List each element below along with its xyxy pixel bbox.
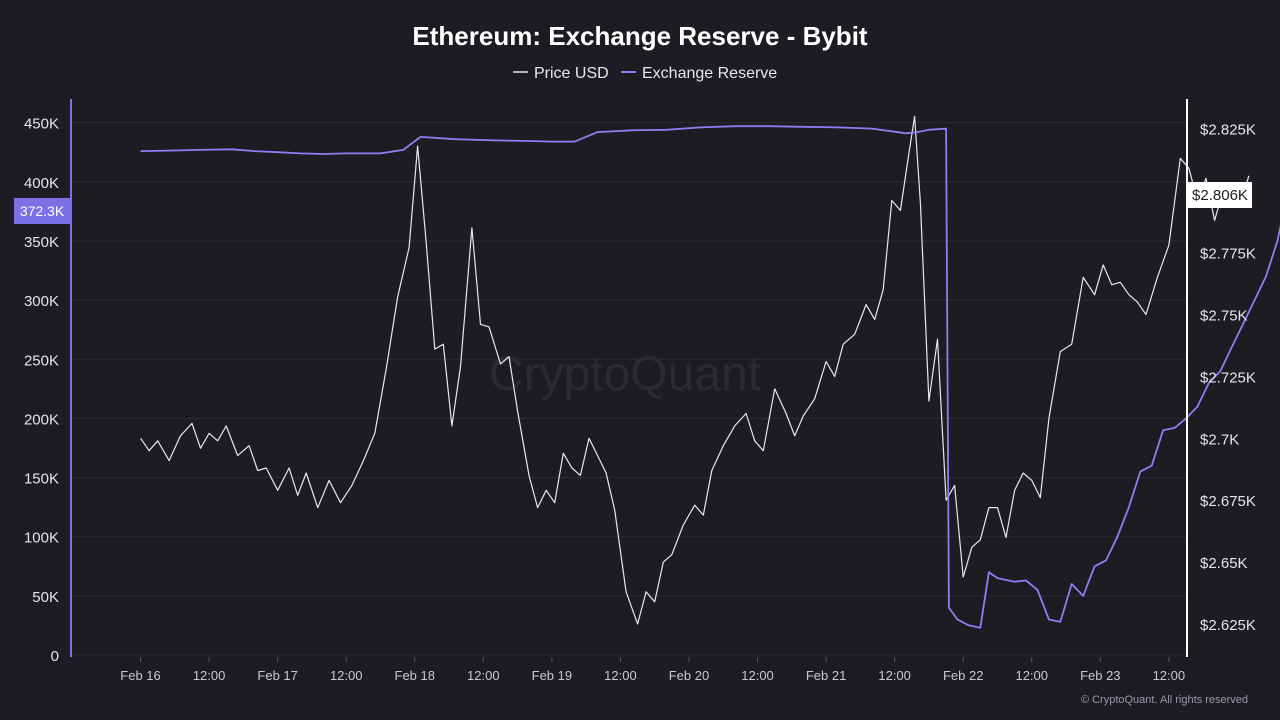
y-left-tick-label: 350K bbox=[24, 234, 59, 251]
y-right-tick-label: $2.65K bbox=[1200, 555, 1248, 572]
legend[interactable]: Price USD Exchange Reserve bbox=[513, 65, 777, 82]
y-left-tick-label: 300K bbox=[24, 293, 59, 310]
x-tick-label: Feb 16 bbox=[120, 668, 160, 683]
x-tick-label: Feb 20 bbox=[669, 668, 709, 683]
y-left-tick-label: 50K bbox=[32, 589, 59, 606]
watermark: CryptoQuant bbox=[489, 348, 761, 401]
x-tick-label: Feb 19 bbox=[532, 668, 572, 683]
x-tick-label: Feb 22 bbox=[943, 668, 983, 683]
legend-price-label[interactable]: Price USD bbox=[534, 65, 609, 82]
x-tick-label: 12:00 bbox=[1153, 668, 1186, 683]
y-left-axis: 0 50K 100K 150K 200K 250K 300K 350K 400K 450K bbox=[24, 116, 59, 665]
price-badge-bg bbox=[1188, 182, 1252, 208]
y-right-tick-label: $2.725K bbox=[1200, 369, 1256, 386]
series-layer bbox=[140, 115, 1280, 629]
price-usd-series-line bbox=[140, 115, 1250, 625]
price-badge-label: $2.806K bbox=[1192, 187, 1248, 204]
y-left-tick-label: 250K bbox=[24, 352, 59, 369]
y-left-tick-label: 100K bbox=[24, 530, 59, 547]
x-tick-label: 12:00 bbox=[1015, 668, 1048, 683]
x-axis: Feb 16 12:00 Feb 17 12:00 Feb 18 12:00 Feb 19 1… bbox=[120, 657, 1185, 683]
x-tick-label: Feb 18 bbox=[395, 668, 435, 683]
x-tick-label: 12:00 bbox=[330, 668, 363, 683]
copyright-notice: © CryptoQuant. All rights reserved bbox=[1081, 694, 1248, 706]
price-current-badge: $2.806K bbox=[1188, 182, 1252, 208]
reserve-badge-bg bbox=[14, 198, 70, 224]
x-tick-label: 12:00 bbox=[741, 668, 774, 683]
x-tick-label: 12:00 bbox=[878, 668, 911, 683]
x-tick-label: Feb 17 bbox=[257, 668, 297, 683]
x-tick-label: 12:00 bbox=[193, 668, 226, 683]
y-left-tick-label: 400K bbox=[24, 175, 59, 192]
reserve-current-badge: 372.3K bbox=[14, 198, 70, 224]
y-right-tick-label: $2.775K bbox=[1200, 246, 1256, 263]
x-tick-label: Feb 23 bbox=[1080, 668, 1120, 683]
exchange-reserve-series-line bbox=[140, 125, 1280, 629]
reserve-badge-label: 372.3K bbox=[20, 203, 65, 219]
chart-title: Ethereum: Exchange Reserve - Bybit bbox=[412, 21, 867, 51]
grid-lines bbox=[72, 122, 1186, 656]
legend-reserve-label[interactable]: Exchange Reserve bbox=[642, 65, 777, 82]
y-right-tick-label: $2.625K bbox=[1200, 617, 1256, 634]
x-tick-label: 12:00 bbox=[467, 668, 500, 683]
y-left-tick-label: 450K bbox=[24, 116, 59, 133]
y-left-tick-label: 150K bbox=[24, 471, 59, 488]
x-tick-label: 12:00 bbox=[604, 668, 637, 683]
y-left-tick-label: 200K bbox=[24, 411, 59, 428]
y-right-axis: $2.625K $2.65K $2.675K $2.7K $2.725K $2.75K $2… bbox=[1200, 122, 1256, 634]
x-tick-label: Feb 21 bbox=[806, 668, 846, 683]
y-right-tick-label: $2.675K bbox=[1200, 493, 1256, 510]
y-right-tick-label: $2.75K bbox=[1200, 307, 1248, 324]
y-right-tick-label: $2.825K bbox=[1200, 122, 1256, 139]
y-left-tick-label: 0 bbox=[51, 648, 59, 665]
y-right-tick-label: $2.7K bbox=[1200, 431, 1239, 448]
